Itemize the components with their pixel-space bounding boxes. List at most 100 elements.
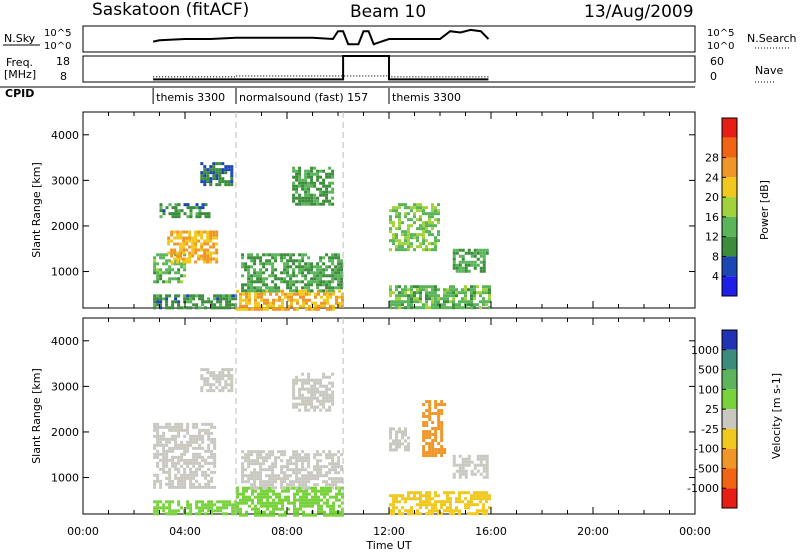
heat-cell: [159, 452, 163, 456]
heat-cell: [162, 443, 166, 447]
heat-cell: [284, 292, 287, 296]
heat-cell: [266, 289, 269, 293]
heat-cell: [338, 289, 341, 293]
heat-cell: [206, 254, 210, 258]
heat-cell: [271, 450, 275, 454]
colorbar-frame: [721, 329, 738, 509]
heat-cell: [295, 474, 299, 478]
heat-cell: [337, 283, 341, 287]
heat-cell: [168, 446, 172, 450]
heat-cell: [201, 473, 205, 477]
heat-cell: [221, 386, 225, 390]
heat-cell: [295, 286, 299, 290]
heat-cell: [389, 448, 392, 452]
heat-cell: [209, 233, 213, 237]
heat-cell: [332, 307, 335, 311]
heat-cell: [274, 462, 278, 466]
heat-cell: [428, 242, 431, 246]
heat-cell: [222, 294, 226, 298]
heat-cell: [428, 224, 431, 228]
heat-cell: [407, 303, 410, 307]
heat-cell: [326, 307, 329, 311]
heat-cell: [215, 233, 219, 237]
heat-cell: [236, 492, 239, 496]
heat-cell: [323, 292, 326, 296]
heat-cell: [248, 504, 251, 508]
heat-cell: [485, 288, 488, 292]
heat-cell: [434, 430, 438, 434]
heat-cell: [485, 466, 489, 470]
nsky-label: N.Sky: [4, 32, 36, 45]
heat-cell: [192, 446, 196, 450]
heat-cell: [302, 304, 305, 308]
heat-cell: [476, 263, 480, 267]
heat-cell: [308, 307, 311, 311]
heat-cell: [153, 265, 157, 269]
heat-cell: [204, 212, 208, 216]
heat-cell: [204, 476, 208, 480]
heat-cell: [180, 455, 184, 459]
heat-cell: [401, 300, 404, 304]
heat-cell: [431, 412, 435, 416]
heat-cell: [167, 236, 171, 240]
heat-cell: [425, 224, 428, 228]
heat-cell: [395, 227, 398, 231]
heat-cell: [404, 439, 407, 443]
heat-cell: [168, 509, 172, 513]
heat-cell: [331, 175, 335, 179]
heat-cell: [224, 380, 228, 384]
heat-cell: [325, 280, 329, 284]
heat-cell: [289, 280, 293, 284]
heat-cell: [292, 471, 296, 475]
heat-cell: [292, 271, 296, 275]
beam-title: Beam 10: [350, 2, 426, 22]
heat-cell: [271, 280, 275, 284]
heat-cell: [289, 289, 293, 293]
heat-cell: [431, 288, 434, 292]
heat-cell: [404, 212, 407, 216]
heat-cell: [200, 248, 204, 252]
heat-cell: [317, 507, 320, 511]
heat-cell: [307, 262, 311, 266]
heat-cell: [404, 291, 407, 295]
heat-cell: [323, 304, 326, 308]
heat-cell: [304, 193, 308, 197]
heat-cell: [189, 470, 193, 474]
heat-cell: [467, 251, 471, 255]
heat-cell: [230, 368, 234, 372]
nsearch-tick-bottom: 10^0: [707, 41, 734, 52]
heat-cell: [404, 230, 407, 234]
heat-cell: [392, 303, 395, 307]
heat-cell: [307, 184, 311, 188]
heat-cell: [168, 425, 172, 429]
heat-cell: [319, 256, 323, 260]
velocity-data: [153, 368, 491, 517]
heat-cell: [389, 227, 392, 231]
heat-cell: [295, 375, 299, 379]
heat-cell: [470, 300, 473, 304]
heat-cell: [458, 469, 462, 473]
heat-cell: [168, 212, 172, 216]
colorbar-tick-label-5: 24: [705, 171, 719, 184]
heat-cell: [263, 504, 266, 508]
heat-cell: [289, 474, 293, 478]
heat-cell: [189, 206, 193, 210]
heat-cell: [244, 456, 248, 460]
heat-cell: [331, 259, 335, 263]
heat-cell: [269, 510, 272, 514]
nsearch-tick-top: 10^5: [707, 28, 734, 39]
heat-cell: [446, 291, 449, 295]
heat-cell: [476, 503, 479, 507]
heat-cell: [286, 462, 290, 466]
heat-cell: [209, 245, 213, 249]
heat-cell: [168, 449, 172, 453]
heat-cell: [256, 274, 260, 278]
heat-cell: [219, 303, 223, 307]
heat-cell: [307, 453, 311, 457]
heat-cell: [449, 500, 452, 504]
heat-cell: [431, 297, 434, 301]
heat-cell: [195, 455, 199, 459]
heat-cell: [325, 387, 329, 391]
heat-cell: [320, 498, 323, 502]
